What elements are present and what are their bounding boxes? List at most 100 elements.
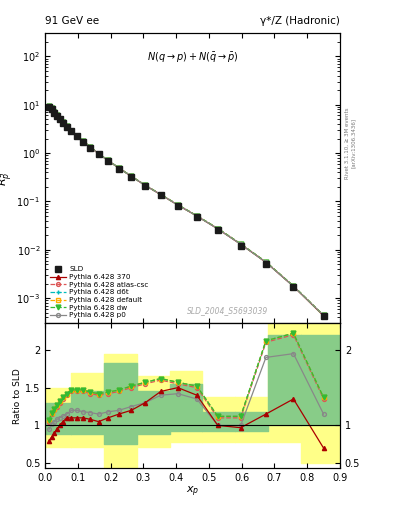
Pythia 6.428 atlas-csc bbox=[47, 103, 51, 109]
Text: [arXiv:1306.3436]: [arXiv:1306.3436] bbox=[351, 118, 356, 168]
Pythia 6.428 d6t bbox=[129, 173, 134, 179]
Pythia 6.428 dw bbox=[47, 103, 51, 109]
Pythia 6.428 atlas-csc bbox=[291, 283, 296, 289]
Pythia 6.428 d6t bbox=[158, 191, 163, 198]
Pythia 6.428 atlas-csc bbox=[88, 144, 93, 150]
Pythia 6.428 p0 bbox=[88, 144, 93, 151]
SLD bbox=[264, 261, 268, 267]
SLD bbox=[55, 113, 59, 119]
Text: SLD_2004_S5693039: SLD_2004_S5693039 bbox=[187, 306, 268, 315]
Text: γ*/Z (Hadronic): γ*/Z (Hadronic) bbox=[260, 15, 340, 26]
Pythia 6.428 370 bbox=[158, 191, 163, 198]
Line: Pythia 6.428 p0: Pythia 6.428 p0 bbox=[47, 104, 325, 317]
Pythia 6.428 d6t bbox=[96, 151, 101, 157]
Pythia 6.428 370 bbox=[106, 158, 110, 164]
Pythia 6.428 atlas-csc bbox=[52, 109, 57, 115]
Pythia 6.428 default bbox=[88, 144, 93, 150]
Pythia 6.428 p0 bbox=[75, 133, 79, 139]
Pythia 6.428 default bbox=[64, 123, 69, 129]
Pythia 6.428 p0 bbox=[106, 158, 110, 164]
Pythia 6.428 atlas-csc bbox=[96, 151, 101, 157]
Pythia 6.428 atlas-csc bbox=[50, 105, 54, 112]
Pythia 6.428 d6t bbox=[75, 133, 79, 139]
Pythia 6.428 p0 bbox=[158, 191, 163, 198]
Pythia 6.428 atlas-csc bbox=[116, 165, 121, 171]
SLD bbox=[96, 151, 101, 157]
Pythia 6.428 p0 bbox=[176, 202, 180, 208]
Pythia 6.428 default bbox=[75, 133, 79, 139]
SLD bbox=[64, 124, 69, 130]
Pythia 6.428 p0 bbox=[129, 173, 134, 179]
Pythia 6.428 atlas-csc bbox=[129, 173, 134, 179]
Pythia 6.428 dw bbox=[195, 212, 199, 219]
SLD bbox=[52, 110, 57, 116]
Pythia 6.428 p0 bbox=[195, 213, 199, 219]
Pythia 6.428 370 bbox=[50, 105, 54, 112]
Pythia 6.428 default bbox=[47, 103, 51, 109]
Pythia 6.428 atlas-csc bbox=[321, 312, 326, 318]
Pythia 6.428 atlas-csc bbox=[64, 123, 69, 129]
SLD bbox=[215, 227, 220, 233]
Pythia 6.428 default bbox=[57, 116, 62, 122]
Pythia 6.428 default bbox=[264, 259, 268, 265]
Pythia 6.428 dw bbox=[52, 109, 57, 115]
Pythia 6.428 d6t bbox=[264, 259, 268, 265]
Pythia 6.428 p0 bbox=[81, 138, 86, 144]
Pythia 6.428 d6t bbox=[238, 241, 243, 247]
Text: $N(q \rightarrow p)+N(\bar{q} \rightarrow \bar{p})$: $N(q \rightarrow p)+N(\bar{q} \rightarro… bbox=[147, 51, 239, 65]
SLD bbox=[129, 174, 134, 180]
Pythia 6.428 atlas-csc bbox=[61, 119, 65, 125]
Pythia 6.428 dw bbox=[264, 259, 268, 265]
Pythia 6.428 dw bbox=[215, 225, 220, 231]
Pythia 6.428 370 bbox=[88, 144, 93, 151]
SLD bbox=[81, 139, 86, 145]
Pythia 6.428 dw bbox=[57, 116, 62, 122]
Pythia 6.428 d6t bbox=[81, 138, 86, 144]
Pythia 6.428 d6t bbox=[143, 182, 147, 188]
Pythia 6.428 p0 bbox=[264, 259, 268, 265]
SLD bbox=[57, 116, 62, 122]
Pythia 6.428 default bbox=[176, 202, 180, 208]
SLD bbox=[47, 103, 51, 110]
Pythia 6.428 default bbox=[106, 157, 110, 163]
Pythia 6.428 default bbox=[215, 225, 220, 231]
Pythia 6.428 370 bbox=[75, 133, 79, 139]
Pythia 6.428 dw bbox=[238, 241, 243, 247]
Pythia 6.428 dw bbox=[129, 173, 134, 179]
Pythia 6.428 d6t bbox=[69, 128, 74, 134]
Pythia 6.428 default bbox=[129, 173, 134, 179]
SLD bbox=[238, 243, 243, 249]
Pythia 6.428 default bbox=[291, 283, 296, 289]
Pythia 6.428 default bbox=[195, 212, 199, 219]
Line: Pythia 6.428 atlas-csc: Pythia 6.428 atlas-csc bbox=[47, 104, 325, 317]
Pythia 6.428 370 bbox=[96, 151, 101, 157]
Pythia 6.428 dw bbox=[81, 138, 86, 144]
Pythia 6.428 p0 bbox=[61, 120, 65, 126]
Pythia 6.428 d6t bbox=[106, 157, 110, 163]
SLD bbox=[143, 183, 147, 189]
Pythia 6.428 dw bbox=[61, 119, 65, 125]
Pythia 6.428 p0 bbox=[238, 241, 243, 247]
Pythia 6.428 d6t bbox=[61, 119, 65, 125]
Pythia 6.428 370 bbox=[195, 213, 199, 219]
Pythia 6.428 370 bbox=[129, 173, 134, 179]
Pythia 6.428 default bbox=[321, 312, 326, 318]
Pythia 6.428 default bbox=[52, 109, 57, 115]
Line: Pythia 6.428 default: Pythia 6.428 default bbox=[47, 104, 326, 317]
Pythia 6.428 dw bbox=[158, 191, 163, 198]
SLD bbox=[50, 106, 54, 112]
Text: 91 GeV ee: 91 GeV ee bbox=[45, 15, 99, 26]
X-axis label: $x_{p}$: $x_{p}$ bbox=[186, 485, 199, 499]
Pythia 6.428 dw bbox=[106, 157, 110, 163]
Pythia 6.428 dw bbox=[75, 133, 79, 139]
Pythia 6.428 p0 bbox=[143, 182, 147, 188]
Y-axis label: Ratio to SLD: Ratio to SLD bbox=[13, 368, 22, 424]
Pythia 6.428 370 bbox=[57, 116, 62, 122]
SLD bbox=[69, 129, 74, 135]
Pythia 6.428 d6t bbox=[55, 112, 59, 118]
Pythia 6.428 p0 bbox=[64, 123, 69, 130]
Y-axis label: $R^{q}_{p}$: $R^{q}_{p}$ bbox=[0, 171, 15, 186]
Line: Pythia 6.428 dw: Pythia 6.428 dw bbox=[47, 104, 326, 318]
Pythia 6.428 dw bbox=[143, 182, 147, 188]
SLD bbox=[106, 158, 110, 164]
